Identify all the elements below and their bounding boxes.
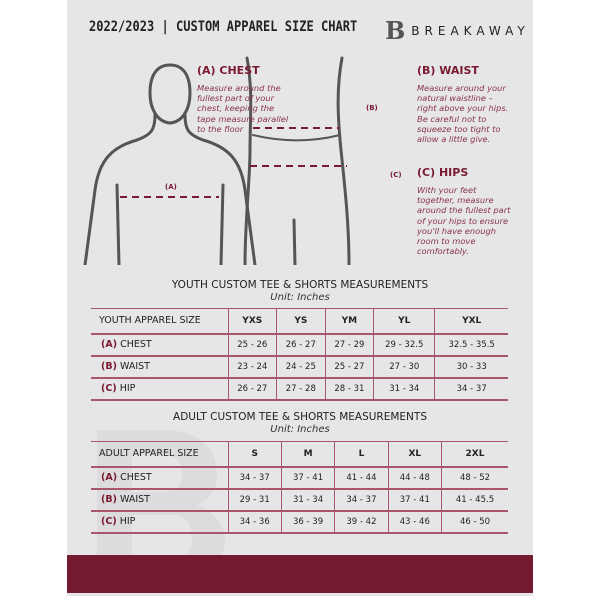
cell: 31 - 34 [373, 377, 435, 401]
cell: 25 - 26 [227, 333, 277, 357]
size-header: YL [373, 308, 435, 335]
cell: 37 - 41 [387, 488, 442, 512]
table-row: (A) CHEST 34 - 37 37 - 41 41 - 44 44 - 48 48… [91, 466, 508, 490]
page-title: 2022/2023 | CUSTOM APPAREL SIZE CHART [89, 19, 358, 35]
table-row: (A) CHEST 25 - 26 26 - 27 27 - 29 29 - 32.5… [91, 333, 508, 357]
cell: 34 - 36 [227, 510, 282, 534]
footer-band [67, 555, 533, 593]
cell: 43 - 46 [387, 510, 442, 534]
size-header: L [334, 441, 389, 468]
size-header: YS [276, 308, 326, 335]
size-header: YXS [227, 308, 277, 335]
row-letter: (A) [101, 472, 118, 483]
chest-heading: (A) CHEST [197, 64, 260, 77]
table-header-row: ADULT APPAREL SIZE S M L XL 2XL [91, 441, 508, 468]
cell: 30 - 33 [434, 355, 508, 379]
size-chart-panel: 2022/2023 | CUSTOM APPAREL SIZE CHART B … [67, 0, 533, 596]
table-row: (C) HIP 26 - 27 27 - 28 28 - 31 31 - 34 34 -… [91, 377, 508, 401]
row-name: HIP [119, 516, 136, 527]
adult-unit: Unit: Inches [270, 424, 330, 435]
cell: 29 - 31 [227, 488, 282, 512]
row-label: (C) HIP [91, 510, 228, 534]
hips-marker: (C) [390, 171, 402, 179]
row-letter: (B) [101, 494, 117, 505]
youth-size-table: YOUTH APPAREL SIZE YXS YS YM YL YXL (A) … [91, 308, 508, 401]
cell: 41 - 44 [334, 466, 389, 490]
cell: 39 - 42 [334, 510, 389, 534]
cell: 48 - 52 [441, 466, 508, 490]
cell: 25 - 27 [324, 355, 374, 379]
row-name: WAIST [119, 361, 150, 372]
table-header-row: YOUTH APPAREL SIZE YXS YS YM YL YXL [91, 308, 508, 335]
cell: 44 - 48 [387, 466, 442, 490]
row-name: CHEST [120, 472, 152, 483]
cell: 23 - 24 [227, 355, 277, 379]
cell: 46 - 50 [441, 510, 508, 534]
body-figures-illustration [83, 56, 351, 265]
brand: B BREAKAWAY [385, 16, 530, 45]
cell: 26 - 27 [276, 333, 326, 357]
row-letter: (C) [101, 383, 117, 394]
size-header: S [227, 441, 282, 468]
hips-description: With your feet together, measure around … [417, 185, 511, 257]
cell: 37 - 41 [280, 466, 335, 490]
brand-logo-icon: B [385, 16, 406, 45]
cell: 26 - 27 [227, 377, 277, 401]
cell: 36 - 39 [280, 510, 335, 534]
row-label: (A) CHEST [91, 466, 228, 490]
header-label: YOUTH APPAREL SIZE [91, 308, 228, 335]
cell: 34 - 37 [434, 377, 508, 401]
row-label: (C) HIP [91, 377, 228, 401]
table-row: (B) WAIST 29 - 31 31 - 34 34 - 37 37 - 41 41… [91, 488, 508, 512]
row-name: HIP [119, 383, 136, 394]
size-header: M [280, 441, 335, 468]
cell: 34 - 37 [227, 466, 282, 490]
table-row: (C) HIP 34 - 36 36 - 39 39 - 42 43 - 46 46 -… [91, 510, 508, 534]
adult-section-title: ADULT CUSTOM TEE & SHORTS MEASUREMENTS [173, 411, 427, 423]
cell: 28 - 31 [324, 377, 374, 401]
cell: 34 - 37 [334, 488, 389, 512]
youth-section-title: YOUTH CUSTOM TEE & SHORTS MEASUREMENTS [171, 279, 429, 291]
torso-figure [83, 56, 351, 265]
size-header: XL [387, 441, 442, 468]
cell: 29 - 32.5 [373, 333, 435, 357]
brand-name: BREAKAWAY [411, 23, 530, 38]
size-header: YXL [434, 308, 508, 335]
measure-lines [120, 127, 347, 198]
cell: 24 - 25 [276, 355, 326, 379]
cell: 41 - 45.5 [441, 488, 508, 512]
row-letter: (A) [101, 339, 118, 350]
cell: 27 - 30 [373, 355, 435, 379]
waist-description: Measure around your natural waistline – … [417, 83, 509, 145]
row-label: (A) CHEST [91, 333, 228, 357]
waist-marker: (B) [366, 104, 378, 112]
table-row: (B) WAIST 23 - 24 24 - 25 25 - 27 27 - 30 30… [91, 355, 508, 379]
size-header: YM [324, 308, 374, 335]
cell: 27 - 29 [324, 333, 374, 357]
cell: 27 - 28 [276, 377, 326, 401]
waist-heading: (B) WAIST [417, 64, 479, 77]
chest-description: Measure around the fullest part of your … [197, 83, 289, 134]
row-name: WAIST [119, 494, 150, 505]
size-header: 2XL [441, 441, 508, 468]
chest-marker: (A) [165, 183, 177, 191]
cell: 31 - 34 [280, 488, 335, 512]
row-name: CHEST [120, 339, 152, 350]
header-label: ADULT APPAREL SIZE [91, 441, 228, 468]
row-label: (B) WAIST [91, 488, 228, 512]
row-label: (B) WAIST [91, 355, 228, 379]
hips-heading: (C) HIPS [417, 166, 469, 179]
adult-size-table: ADULT APPAREL SIZE S M L XL 2XL (A) CHES… [91, 441, 508, 534]
youth-unit: Unit: Inches [270, 292, 330, 303]
row-letter: (C) [101, 516, 117, 527]
row-letter: (B) [101, 361, 117, 372]
cell: 32.5 - 35.5 [434, 333, 508, 357]
